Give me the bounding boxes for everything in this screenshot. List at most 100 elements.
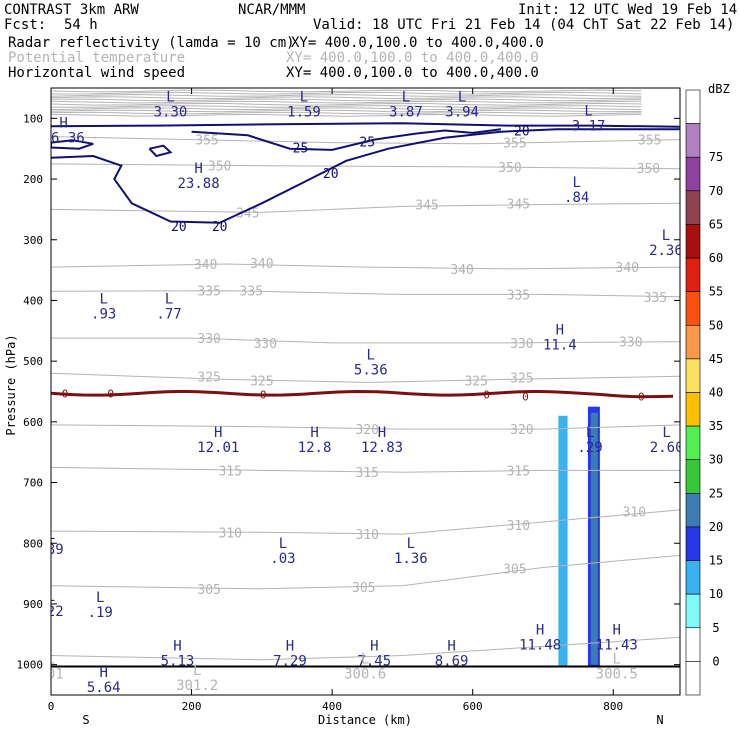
theta-label-330-3: 330 (619, 336, 642, 351)
fcst-value: 54 h (64, 17, 98, 33)
wind-label-20-3: 20 (212, 220, 228, 235)
colorbar-swatch-15 (685, 593, 701, 629)
colorbar-swatch-14 (685, 560, 701, 595)
wind-extremum-type-25: H (173, 639, 181, 655)
wind-extremum-type-9: L (99, 291, 107, 307)
field-xy-wind: XY= 400.0,100.0 to 400.0,400.0 (286, 65, 539, 81)
fcst-label: Fcst: (4, 17, 46, 33)
theta-label-350-2: 350 (637, 162, 660, 177)
theta-contour-340 (51, 263, 680, 270)
colorbar-swatch-16 (685, 627, 701, 662)
wind-extremum-value-14: 12.8 (298, 440, 332, 456)
theta-contour-330 (51, 337, 680, 344)
colorbar-label-45: 45 (709, 352, 723, 366)
x-tick-label-400: 400 (322, 700, 342, 713)
theta-label-310-0: 310 (218, 526, 241, 541)
wind-extremum-type-4: L (584, 103, 592, 119)
x-tick-label-600: 600 (463, 700, 483, 713)
wind-label-20-2: 20 (171, 220, 187, 235)
wind-extremum-value-21: .19 (88, 605, 113, 621)
wind-extremum-type-12: L (367, 347, 375, 363)
theta-label-305-2: 305 (503, 563, 526, 578)
plot-area: 355 355 355 350 350 350 345 345 345 340 340 340 340 3… (38, 89, 684, 695)
wind-extremum-value-27: 7.45 (357, 654, 391, 670)
colorbar-swatch-11 (685, 459, 701, 494)
wind-extremum-value-3: 3.94 (445, 104, 479, 120)
theta-label-345-2: 345 (507, 197, 530, 212)
wind-extremum-type-20: L (47, 527, 55, 543)
y-tick-label-100: 100 (23, 112, 43, 125)
plot-content: 355 355 355 350 350 350 345 345 345 340 340 340 340 3… (38, 89, 684, 695)
wind-contour-blob-mid (148, 144, 173, 158)
zero-label-1: 0 (107, 387, 114, 400)
theta-label-335-3: 335 (644, 291, 667, 306)
wind-extremum-value-23: 11.48 (519, 637, 561, 653)
colorbar-label-70: 70 (709, 184, 723, 198)
wind-extremum-type-7: L (572, 175, 580, 191)
theta-extremum-type-2: L (613, 651, 621, 667)
wind-contour-blob-left (51, 139, 94, 150)
theta-label-340-0: 340 (194, 258, 217, 273)
theta-label-310-3: 310 (623, 506, 646, 521)
field-xy-theta: XY= 400.0,100.0 to 400.0,400.0 (286, 50, 539, 66)
reflectivity-column-2 (590, 412, 598, 665)
colorbar-swatch-0 (685, 89, 701, 124)
zero-label-3: 0 (483, 389, 490, 402)
y-tick-label-500: 500 (23, 355, 43, 368)
wind-extremum-type-17: L (662, 425, 670, 441)
wind-extremum-type-11: H (556, 322, 564, 338)
wind-extremum-type-14: H (310, 425, 318, 441)
theta-band-line-9 (51, 109, 642, 113)
wind-extremum-type-19: L (407, 536, 415, 552)
wind-extremum-type-27: H (370, 639, 378, 655)
theta-contour-315 (51, 466, 680, 473)
theta-label-340-2: 340 (450, 263, 473, 278)
theta-contour-325 (51, 372, 680, 383)
colorbar-label-40: 40 (709, 386, 723, 400)
zero-label-4: 0 (522, 390, 529, 403)
wind-extremum-value-5: 26.36 (43, 130, 85, 146)
wind-extremum-type-28: H (447, 639, 455, 655)
wind-extremum-value-4: 3.17 (572, 118, 606, 134)
colorbar-label-5: 5 (712, 621, 719, 635)
end-label-north: N (656, 713, 663, 727)
theta-label-340-3: 340 (616, 261, 639, 276)
wind-extremum-value-19: 1.36 (394, 551, 428, 567)
theta-label-335-0: 335 (197, 285, 220, 300)
wind-extremum-value-18: .03 (270, 551, 295, 567)
theta-label-340-1: 340 (250, 257, 273, 272)
theta-extremum-type-3: L (47, 651, 55, 667)
theta-label-330-0: 330 (197, 332, 220, 347)
wind-extremum-value-17: 2.60 (650, 440, 684, 456)
reflectivity-column-0 (558, 415, 568, 667)
colorbar-label-35: 35 (709, 419, 723, 433)
theta-band-line-5 (51, 100, 642, 104)
colorbar-swatch-13 (685, 526, 701, 561)
theta-band-line-2 (51, 93, 642, 97)
y-tick-label-600: 600 (23, 416, 43, 429)
theta-extremum-value-3: .01 (38, 666, 63, 682)
theta-band-line-7 (51, 105, 642, 108)
y-tick-label-300: 300 (23, 234, 43, 247)
theta-label-330-1: 330 (254, 337, 277, 352)
wind-extremum-value-1: 1.59 (287, 104, 321, 120)
wind-extremum-type-21: L (96, 590, 104, 606)
theta-band-line-11 (51, 113, 642, 117)
wind-extremum-value-28: 8.69 (435, 654, 469, 670)
y-axis-label: Pressure (hPa) (4, 334, 18, 435)
wind-extremum-value-7: .84 (564, 190, 589, 206)
theta-contour-335 (51, 290, 680, 298)
wind-extremum-value-2: 3.87 (389, 104, 423, 120)
wind-extremum-value-8: 2.36 (649, 243, 683, 259)
end-label-south: S (82, 713, 89, 727)
header: CONTRAST 3km ARW NCAR/MMM Init: 12 UTC W… (4, 2, 737, 81)
wind-extremum-type-1: L (300, 89, 308, 105)
wind-extremum-value-15: 12.83 (361, 440, 403, 456)
init-time: Init: 12 UTC Wed 19 Feb 14 (518, 2, 737, 18)
wind-extremum-value-25: 5.13 (161, 654, 195, 670)
field-name-wind: Horizontal wind speed (8, 65, 185, 81)
wind-extremum-type-8: L (662, 228, 670, 244)
theta-label-355-0: 355 (195, 134, 218, 149)
field-name-theta: Potential temperature (8, 50, 185, 66)
theta-label-335-1: 335 (240, 285, 263, 300)
